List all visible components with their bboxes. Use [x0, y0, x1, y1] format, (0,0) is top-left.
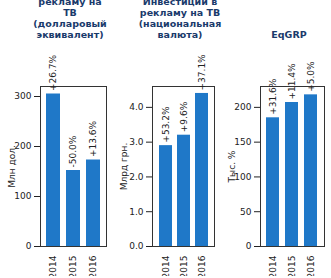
- svg-text:100: 100: [14, 191, 31, 201]
- svg-text:+31.6%: +31.6%: [268, 78, 278, 115]
- svg-text:0: 0: [26, 241, 32, 251]
- svg-text:2014: 2014: [48, 255, 58, 276]
- html-text:EqGRP: EqGRP: [271, 29, 307, 40]
- svg-text:+37.1%: +37.1%: [197, 54, 207, 91]
- svg-text:300: 300: [14, 91, 31, 101]
- svg-text:1.0: 1.0: [129, 207, 144, 217]
- svg-text:2.0: 2.0: [129, 172, 144, 182]
- svg-text:2015: 2015: [179, 256, 189, 277]
- svg-text:+5.0%: +5.0%: [306, 61, 316, 92]
- svg-text:2016: 2016: [197, 255, 207, 276]
- svg-text:2014: 2014: [161, 255, 171, 276]
- svg-text:150: 150: [234, 137, 251, 147]
- svg-text:2015: 2015: [68, 256, 78, 277]
- svg-text:0: 0: [246, 241, 252, 251]
- svg-text:2016: 2016: [88, 255, 98, 276]
- svg-text:50: 50: [240, 207, 252, 217]
- svg-text:2014: 2014: [268, 255, 278, 276]
- svg-text:Млрд грн.: Млрд грн.: [119, 143, 129, 191]
- svg-text:200: 200: [14, 141, 31, 151]
- svg-text:+13.6%: +13.6%: [88, 120, 98, 157]
- svg-text:2015: 2015: [287, 256, 297, 277]
- svg-text:+11.4%: +11.4%: [287, 63, 297, 100]
- svg-text:-50.0%: -50.0%: [68, 135, 78, 167]
- svg-text:+9.6%: +9.6%: [179, 101, 189, 132]
- svg-text:0.0: 0.0: [129, 241, 144, 251]
- svg-text:3.0: 3.0: [129, 137, 144, 147]
- svg-text:+53.2%: +53.2%: [161, 106, 171, 143]
- svg-text:100: 100: [234, 172, 251, 182]
- svg-text:200: 200: [234, 102, 251, 112]
- svg-text:4.0: 4.0: [129, 102, 144, 112]
- svg-text:Тыс. %: Тыс. %: [227, 150, 237, 183]
- svg-text:2016: 2016: [306, 255, 316, 276]
- svg-text:+26.7%: +26.7%: [48, 54, 58, 91]
- svg-text:Млн дол.: Млн дол.: [7, 145, 17, 188]
